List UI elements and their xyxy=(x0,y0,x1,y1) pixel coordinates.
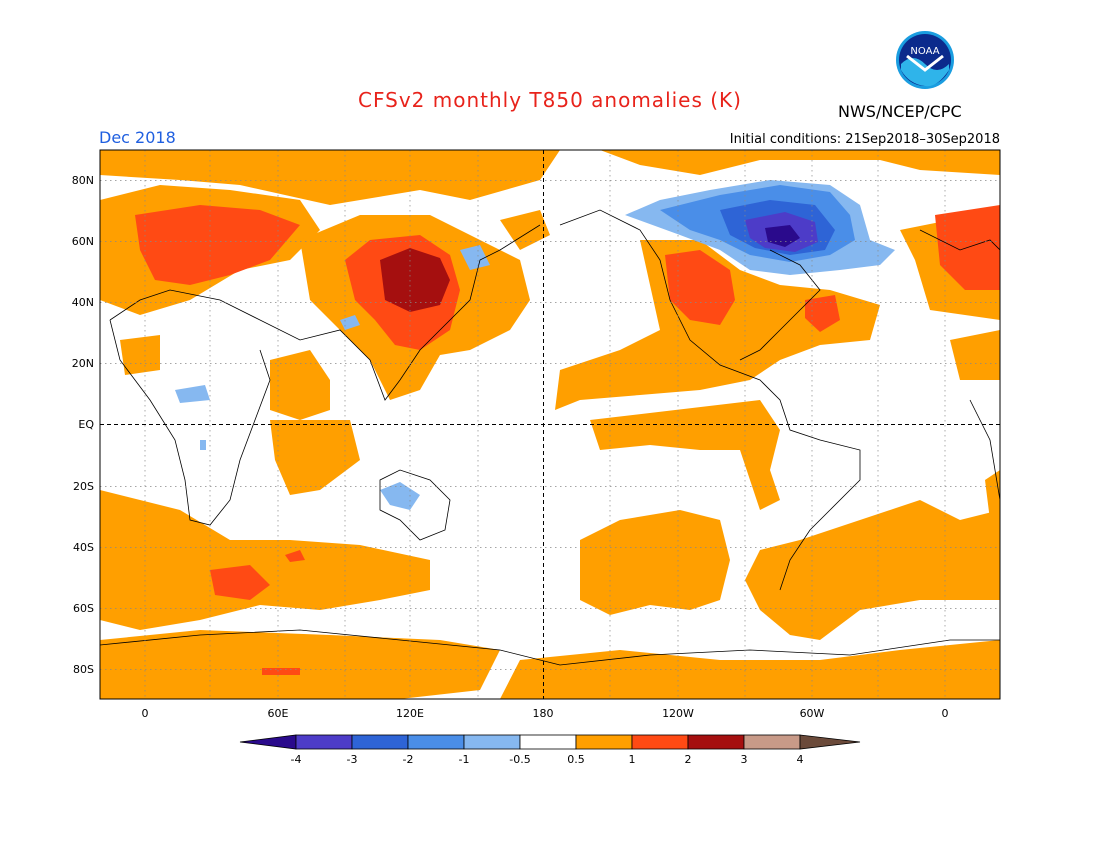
colorbar-segment xyxy=(407,734,465,750)
map-title: CFSv2 monthly T850 anomalies (K) xyxy=(358,88,742,112)
colorbar-label: -0.5 xyxy=(509,753,530,766)
anomaly-fields xyxy=(100,150,1000,699)
colorbar-segment xyxy=(631,734,689,750)
colorbar-segment xyxy=(295,734,353,750)
lat-label: 40S xyxy=(73,541,94,554)
agency-label: NWS/NCEP/CPC xyxy=(838,102,962,121)
lat-label: 80N xyxy=(72,174,94,187)
colorbar-segment xyxy=(351,734,409,750)
lon-label: 120E xyxy=(396,707,424,720)
colorbar-segment xyxy=(575,734,633,750)
noaa-logo: NOAA xyxy=(896,31,954,89)
colorbar-segment xyxy=(743,734,801,750)
colorbar-label: -2 xyxy=(403,753,414,766)
lon-label: 120W xyxy=(662,707,694,720)
colorbar-label: 0.5 xyxy=(567,753,585,766)
colorbar-segment xyxy=(239,734,297,750)
lat-label: 40N xyxy=(72,296,94,309)
lat-label: 60N xyxy=(72,235,94,248)
lat-label: EQ xyxy=(78,418,94,431)
lat-label: 20S xyxy=(73,480,94,493)
colorbar xyxy=(239,734,861,750)
colorbar-segment xyxy=(519,734,577,750)
noaa-logo-text: NOAA xyxy=(910,46,939,57)
colorbar-segment xyxy=(463,734,521,750)
colorbar-label: 2 xyxy=(685,753,692,766)
lat-label: 20N xyxy=(72,357,94,370)
lon-label: 0 xyxy=(142,707,149,720)
colorbar-label: -1 xyxy=(459,753,470,766)
lat-label: 80S xyxy=(73,663,94,676)
colorbar-segment xyxy=(799,734,861,750)
colorbar-label: -4 xyxy=(291,753,302,766)
lon-label: 60W xyxy=(800,707,825,720)
initial-conditions: Initial conditions: 21Sep2018–30Sep2018 xyxy=(729,132,1000,147)
colorbar-label: -3 xyxy=(347,753,358,766)
colorbar-label: 1 xyxy=(629,753,636,766)
lat-label: 60S xyxy=(73,602,94,615)
lon-label: 0 xyxy=(942,707,949,720)
lon-label: 60E xyxy=(268,707,289,720)
colorbar-label: 3 xyxy=(741,753,748,766)
colorbar-segment xyxy=(687,734,745,750)
colorbar-label: 4 xyxy=(797,753,804,766)
map-frame xyxy=(99,149,1001,700)
forecast-month: Dec 2018 xyxy=(99,128,176,147)
lon-label: 180 xyxy=(533,707,554,720)
